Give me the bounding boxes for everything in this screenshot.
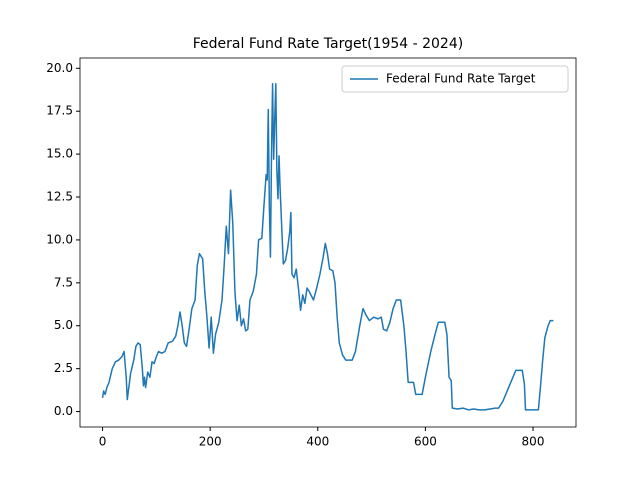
y-tick-label: 17.5 [46, 104, 73, 118]
y-tick-label: 5.0 [54, 318, 73, 332]
legend-box [341, 65, 569, 93]
y-tick-label: 15.0 [46, 147, 73, 161]
y-tick-label: 0.0 [54, 404, 73, 418]
x-tick-label: 600 [414, 435, 437, 449]
x-tick-label: 400 [306, 435, 329, 449]
x-tick-label: 0 [99, 435, 107, 449]
y-tick-label: 12.5 [46, 190, 73, 204]
y-tick-label: 20.0 [46, 61, 73, 75]
x-tick-label: 200 [199, 435, 222, 449]
x-tick-label: 800 [522, 435, 545, 449]
y-tick-label: 10.0 [46, 232, 73, 246]
plot-frame [79, 57, 577, 428]
y-tick-label: 2.5 [54, 361, 73, 375]
line [101, 82, 554, 411]
legend-label: Federal Fund Rate Target [386, 72, 536, 86]
chart-title: Federal Fund Rate Target(1954 - 2024) [193, 36, 463, 52]
y-tick-label: 7.5 [54, 275, 73, 289]
